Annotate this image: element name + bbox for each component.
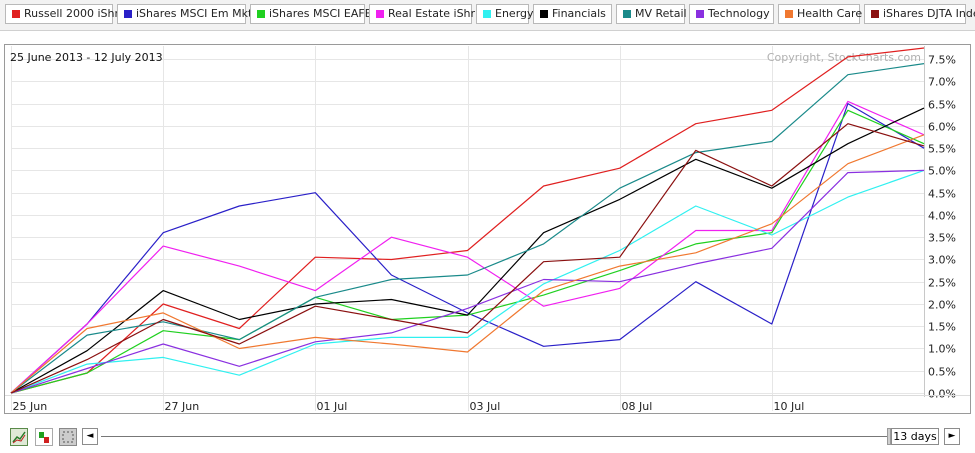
- legend-label: MV Retail: [635, 7, 687, 20]
- legend-bar: Russell 2000 iShr iShares MSCI Em Mkts iSh…: [0, 0, 975, 31]
- y-tick-label: 5.5%: [928, 143, 956, 156]
- legend-swatch: [12, 10, 20, 18]
- legend-swatch: [540, 10, 548, 18]
- scroll-track[interactable]: [101, 436, 889, 437]
- series-line: [10, 102, 925, 394]
- x-tick-label: 25 Jun: [13, 400, 48, 413]
- chart-frame: [4, 44, 971, 414]
- copyright-watermark: Copyright, StockCharts.com: [767, 51, 921, 64]
- x-tick-label: 10 Jul: [774, 400, 805, 413]
- x-tick-label: 01 Jul: [317, 400, 348, 413]
- legend-swatch: [623, 10, 631, 18]
- x-tick-label: 03 Jul: [470, 400, 501, 413]
- date-range-label: 25 June 2013 - 12 July 2013: [10, 51, 163, 64]
- series-line: [10, 169, 925, 394]
- legend-item[interactable]: iShares MSCI EAFE: [250, 4, 372, 24]
- x-tick-label: 27 Jun: [165, 400, 200, 413]
- y-tick-label: 6.0%: [928, 121, 956, 134]
- y-tick-label: 7.0%: [928, 76, 956, 89]
- x-tick-label: 08 Jul: [622, 400, 653, 413]
- series-line: [10, 123, 925, 394]
- legend-item[interactable]: MV Retail: [616, 4, 687, 24]
- legend-item[interactable]: Real Estate iShr: [369, 4, 476, 24]
- series-line: [10, 134, 925, 394]
- scroll-thumb[interactable]: [887, 428, 891, 445]
- legend-item[interactable]: iShares MSCI Em Mkts: [117, 4, 258, 24]
- legend-label: Russell 2000 iShr: [24, 7, 119, 20]
- y-tick-label: 4.0%: [928, 210, 956, 223]
- series-line: [10, 47, 925, 394]
- legend-label: iShares DJTA Index: [883, 7, 975, 20]
- y-tick-label: 1.0%: [928, 343, 956, 356]
- fullscreen-icon[interactable]: [59, 428, 77, 446]
- line-chart-icon[interactable]: [10, 428, 28, 446]
- legend-item[interactable]: Financials: [533, 4, 612, 24]
- legend-item[interactable]: Russell 2000 iShr: [5, 4, 119, 24]
- y-tick-label: 5.0%: [928, 165, 956, 178]
- y-tick-label: 0.5%: [928, 366, 956, 379]
- y-tick-label: 0.0%: [928, 388, 956, 401]
- legend-swatch: [696, 10, 704, 18]
- legend-item[interactable]: Technology: [689, 4, 774, 24]
- scroll-left-button[interactable]: ◄: [82, 428, 98, 445]
- legend-swatch: [124, 10, 132, 18]
- legend-swatch: [257, 10, 265, 18]
- legend-item[interactable]: iShares DJTA Index: [864, 4, 975, 24]
- legend-label: Energy: [495, 7, 534, 20]
- legend-label: Financials: [552, 7, 606, 20]
- y-tick-label: 6.5%: [928, 99, 956, 112]
- candlestick-icon[interactable]: [35, 428, 53, 446]
- scroll-right-button[interactable]: ►: [944, 428, 960, 445]
- period-label[interactable]: 13 days: [891, 428, 939, 445]
- y-tick-label: 7.5%: [928, 54, 956, 67]
- legend-label: Technology: [708, 7, 770, 20]
- legend-label: iShares MSCI EAFE: [269, 7, 372, 20]
- legend-item[interactable]: Health Care: [778, 4, 863, 24]
- series-line: [10, 169, 925, 394]
- y-tick-label: 2.5%: [928, 277, 956, 290]
- legend-item[interactable]: Energy: [476, 4, 534, 24]
- legend-swatch: [785, 10, 793, 18]
- y-tick-label: 1.5%: [928, 321, 956, 334]
- y-tick-label: 3.0%: [928, 254, 956, 267]
- legend-swatch: [376, 10, 384, 18]
- legend-label: Health Care: [797, 7, 863, 20]
- legend-label: Real Estate iShr: [388, 7, 476, 20]
- y-tick-label: 4.5%: [928, 188, 956, 201]
- legend-label: iShares MSCI Em Mkts: [136, 7, 258, 20]
- series-line: [10, 107, 925, 394]
- legend-swatch: [871, 10, 879, 18]
- y-tick-label: 3.5%: [928, 232, 956, 245]
- series-line: [10, 100, 925, 394]
- chart-footer: ◄ 13 days ►: [0, 422, 975, 453]
- legend-swatch: [483, 10, 491, 18]
- y-tick-label: 2.0%: [928, 299, 956, 312]
- series-line: [10, 63, 925, 394]
